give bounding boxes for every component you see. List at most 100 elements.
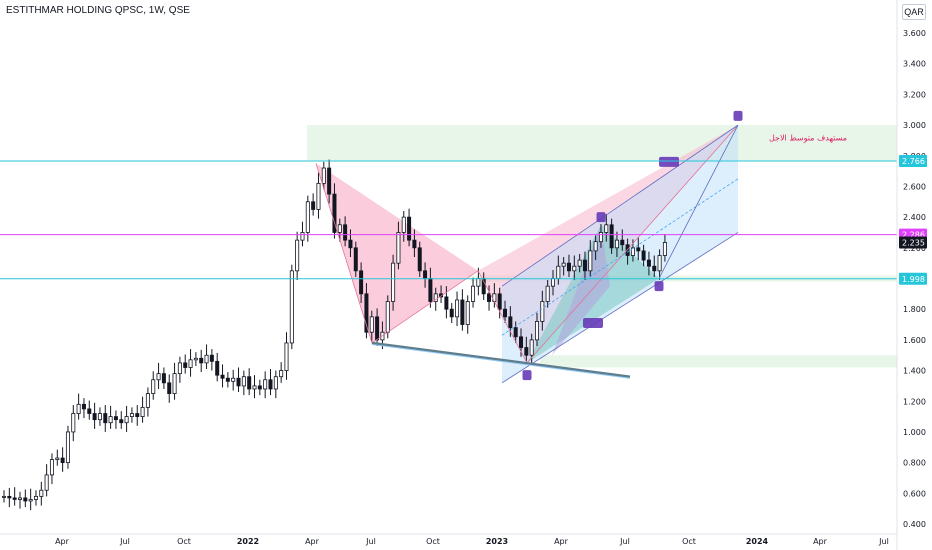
candle-body [348,239,353,249]
candle-body [487,293,492,302]
pattern-outline [315,124,739,364]
candle-body [636,247,641,252]
target-zone [307,125,897,161]
channel-mid [501,178,739,336]
candle-body [343,224,348,241]
x-tick-label: Jul [119,537,130,546]
y-tick-label: 1.200 [903,397,926,406]
price-tag-label: 2.766 [902,157,925,166]
candle-body [28,499,33,502]
support-zone [540,355,897,368]
candle-body [657,255,662,272]
candle-body [572,265,577,272]
x-tick-label: Apr [554,537,569,546]
candle-body [12,497,17,500]
x-tick-label: Apr [813,537,828,546]
candle-body [529,339,534,356]
pivot-marker [733,110,743,121]
candle-body [401,216,406,233]
candle-body [7,495,12,499]
candle-body [545,285,550,302]
y-tick-label: 3.400 [903,60,926,69]
candle-body [204,354,209,364]
y-tick-label: 0.800 [903,459,926,468]
y-tick-label: 3.200 [903,90,926,99]
x-tick-label: Oct [426,537,440,546]
candle-body [566,262,571,272]
x-tick-label: 2023 [486,537,508,546]
candle-body [519,336,524,348]
candle-body [252,385,257,390]
candle-body [119,419,124,424]
candle-body [561,262,566,267]
x-tick-label: Jul [878,537,889,546]
candle-body [268,379,273,390]
candle-body [33,495,38,500]
price-tag-label: 2.286 [902,231,925,240]
price-tag [899,272,927,285]
candle-body [641,250,646,261]
candle-body [455,299,460,318]
candle-body [236,377,241,387]
candle-body [337,224,342,233]
candle-body [188,359,193,368]
candle-body [39,489,44,497]
candle-body [209,354,214,362]
candle-body [172,373,177,394]
candle-body [577,259,582,267]
candle-body [492,293,497,302]
currency-badge[interactable]: QAR [902,4,926,20]
candle-body [598,232,603,243]
candle-body [556,265,561,279]
candle-body [140,406,145,417]
candle-body [524,347,529,356]
candle-body [582,259,587,272]
candle-body [497,293,502,310]
candle-body [247,376,252,390]
candle-body [284,342,289,371]
x-tick-label: 2024 [746,537,769,546]
price-tag [899,236,927,249]
candle-body [321,167,326,184]
x-tick-label: Apr [305,537,320,546]
candle-body [433,293,438,302]
candle-body [662,242,667,256]
candle-body [503,308,508,318]
candle-body [423,270,428,279]
candle-body [263,379,268,390]
candle-body [225,377,230,382]
candle-body [407,216,412,241]
candle-body [289,270,294,344]
y-tick-label: 1.000 [903,428,926,437]
chart-title: ESTITHMAR HOLDING QPSC, 1W, QSE [6,5,190,16]
pivot-marker [596,212,606,223]
price-tag-label: 2.235 [902,238,925,247]
candle-body [199,357,204,364]
candle-body [300,232,305,241]
candle-body [135,413,140,417]
price-tag-label: 1.998 [902,275,925,284]
candle-body [23,497,28,502]
y-tick-label: 1.800 [903,305,926,314]
candle-body [87,408,92,414]
candle-body [103,413,108,424]
pivot-marker [654,281,664,292]
candle-body [257,385,262,390]
x-tick-label: Jul [365,537,376,546]
candle-body [630,247,635,256]
y-tick-label: 3.000 [903,121,926,130]
x-tick-label: Apr [55,537,70,546]
candle-body [316,182,321,210]
candle-body [385,301,390,333]
candle-body [108,416,113,424]
candle-body [177,362,182,375]
y-tick-label: 3.600 [903,29,926,38]
drawings-layer: مستهدف متوسط الاجل [0,110,897,384]
channel-upper [501,124,739,287]
candle-body [417,247,422,272]
y-tick-label: 0.400 [903,520,926,529]
candle-body [2,495,7,498]
candle-body [124,416,129,424]
candle-body [646,259,651,267]
